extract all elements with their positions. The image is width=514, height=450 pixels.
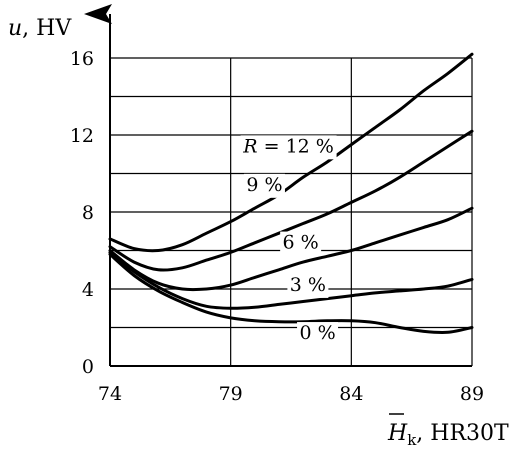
x-tick-label: 89: [460, 383, 484, 405]
series-line: [108, 129, 474, 272]
svg-text:Hk, HR30T: Hk, HR30T: [387, 421, 509, 449]
series-labels: R = 12 % 9 % 6 % 3 % 0 %: [240, 135, 339, 347]
y-axis-label-unit: , HV: [22, 16, 72, 41]
series-curves: [108, 52, 474, 335]
series-label-background: [240, 135, 337, 160]
x-tick-label: 74: [98, 383, 122, 405]
y-axis-label-symbol: u: [8, 16, 22, 41]
x-axis-label: Hk, HR30T: [387, 413, 509, 449]
series-label: R = 12 %: [242, 135, 334, 157]
y-tick-label: 0: [82, 356, 94, 378]
grid: [110, 57, 473, 366]
x-axis-label-symbol: H: [387, 421, 408, 446]
x-tick-label: 79: [219, 383, 243, 405]
series-label: 9 %: [246, 174, 282, 196]
series-label-background: [243, 173, 285, 198]
series-label-background: [297, 322, 339, 347]
tick-labels: 0 4 8 12 16 74 79 84 89: [70, 48, 484, 405]
x-axis-label-subscript: k: [407, 431, 417, 449]
y-tick-label: 16: [70, 48, 94, 70]
y-tick-label: 8: [82, 202, 94, 224]
x-tick-label: 84: [339, 383, 363, 405]
y-tick-label: 12: [70, 125, 94, 147]
series-label-background: [280, 231, 322, 256]
series-line: [108, 52, 474, 253]
axes: [84, 4, 472, 367]
y-tick-label: 4: [82, 279, 94, 301]
series-line: [108, 252, 474, 335]
y-axis-label: u, HV: [8, 16, 72, 41]
series-label: 6 %: [283, 232, 319, 254]
series-label-background: [287, 273, 329, 298]
series-line: [108, 206, 474, 292]
series-label: 0 %: [299, 322, 335, 344]
series-line: [108, 250, 474, 310]
series-label: 3 %: [290, 274, 326, 296]
x-axis-label-unit: , HR30T: [416, 421, 509, 446]
